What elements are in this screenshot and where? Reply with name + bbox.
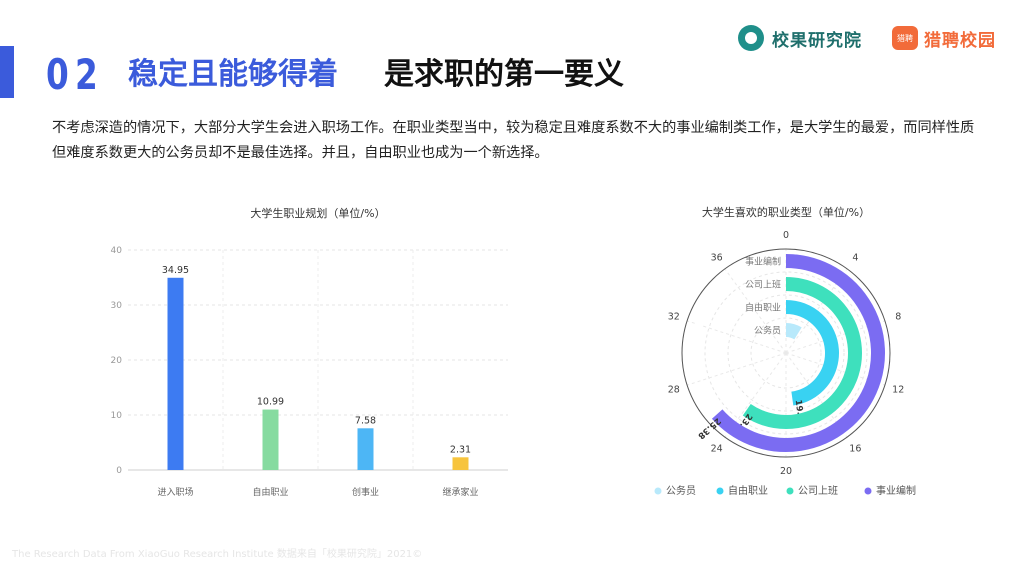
angular-tick-label: 8 — [895, 312, 901, 323]
x-tick-label: 自由职业 — [252, 486, 288, 498]
xiaoguo-logo: 校果研究院 — [738, 24, 862, 52]
angular-tick-label: 0 — [783, 230, 789, 241]
legend-label: 事业编制 — [876, 484, 916, 497]
angular-tick-label: 24 — [711, 443, 723, 454]
y-tick-label: 40 — [111, 246, 123, 256]
radial-category-label: 事业编制 — [745, 256, 781, 268]
polar-spoke — [686, 320, 787, 354]
radial-value-label: 25.38 — [696, 415, 723, 440]
angular-tick-label: 32 — [668, 312, 680, 323]
xiaoguo-logo-text: 校果研究院 — [772, 30, 862, 51]
y-tick-label: 20 — [111, 356, 123, 366]
polar-outer-ring — [681, 248, 891, 458]
career-type-radial-chart: 大学生喜欢的职业类型（单位/%）04812162024283236公务员自由职业… — [654, 205, 916, 497]
angular-tick-label: 16 — [849, 443, 861, 454]
section-number: 02 — [46, 50, 105, 99]
x-tick-label: 创事业 — [352, 486, 379, 498]
y-tick-label: 30 — [111, 301, 123, 311]
bar-2 — [262, 409, 279, 470]
radial-bar-2 — [785, 300, 839, 406]
x-tick-label: 继承家业 — [442, 486, 478, 498]
angular-tick-label: 20 — [780, 466, 792, 477]
y-tick-label: 10 — [111, 411, 123, 421]
liepin-logo: 猎聘 猎聘校园 — [892, 24, 996, 52]
angular-tick-label: 36 — [711, 253, 723, 264]
career-plan-bar-chart: 大学生职业规划（单位/%） 0 10 20 30 40 34.95 进入职场 10.99 自由职业… — [111, 206, 508, 498]
bar-4 — [452, 457, 469, 470]
radial-chart-title: 大学生喜欢的职业类型（单位/%） — [702, 205, 870, 219]
liepin-logo-icon: 猎聘 — [892, 26, 918, 50]
page-title-highlight: 稳定且能够得着 — [128, 57, 338, 92]
polar-grid-circle — [727, 294, 845, 412]
footer-source: The Research Data From XiaoGuo Research … — [12, 549, 423, 560]
legend-marker — [786, 487, 794, 495]
polar-spoke — [686, 352, 787, 386]
radial-outer-value-label: 31.65 — [693, 306, 710, 335]
radial-bar-1 — [785, 323, 802, 340]
legend-marker — [864, 487, 872, 495]
bar-chart-title: 大学生职业规划（单位/%） — [250, 206, 385, 220]
bar-value-label: 34.95 — [162, 265, 189, 276]
angular-tick-label: 28 — [668, 384, 680, 395]
bar-3 — [357, 428, 374, 470]
xiaoguo-logo-icon — [738, 25, 764, 51]
radial-bar-3 — [742, 277, 862, 429]
radial-category-label: 公务员 — [754, 325, 781, 337]
section-accent-bar — [0, 46, 14, 98]
radial-category-label: 自由职业 — [745, 302, 781, 314]
legend-label: 公务员 — [666, 484, 696, 497]
legend-marker — [654, 487, 662, 495]
legend-label: 公司上班 — [798, 485, 838, 497]
bar-1 — [167, 277, 184, 470]
y-tick-label: 0 — [116, 466, 122, 476]
polar-spoke — [724, 268, 787, 354]
description-paragraph: 不考虑深造的情况下，大部分大学生会进入职场工作。在职业类型当中，较为稳定且难度系… — [52, 120, 975, 161]
angular-tick-label: 12 — [892, 384, 904, 395]
angular-tick-label: 4 — [852, 253, 858, 264]
radial-category-label: 公司上班 — [745, 279, 781, 291]
bar-value-label: 10.99 — [257, 397, 284, 408]
page-title: 是求职的第一要义 — [384, 57, 624, 92]
liepin-logo-text: 猎聘校园 — [924, 30, 996, 51]
bar-value-label: 2.31 — [450, 444, 471, 455]
legend-marker — [716, 487, 724, 495]
radial-bar-4 — [711, 254, 885, 452]
x-tick-label: 进入职场 — [157, 487, 193, 498]
polar-grid-circle — [750, 317, 822, 389]
bar-value-label: 7.58 — [355, 415, 376, 426]
legend-label: 自由职业 — [728, 484, 768, 497]
